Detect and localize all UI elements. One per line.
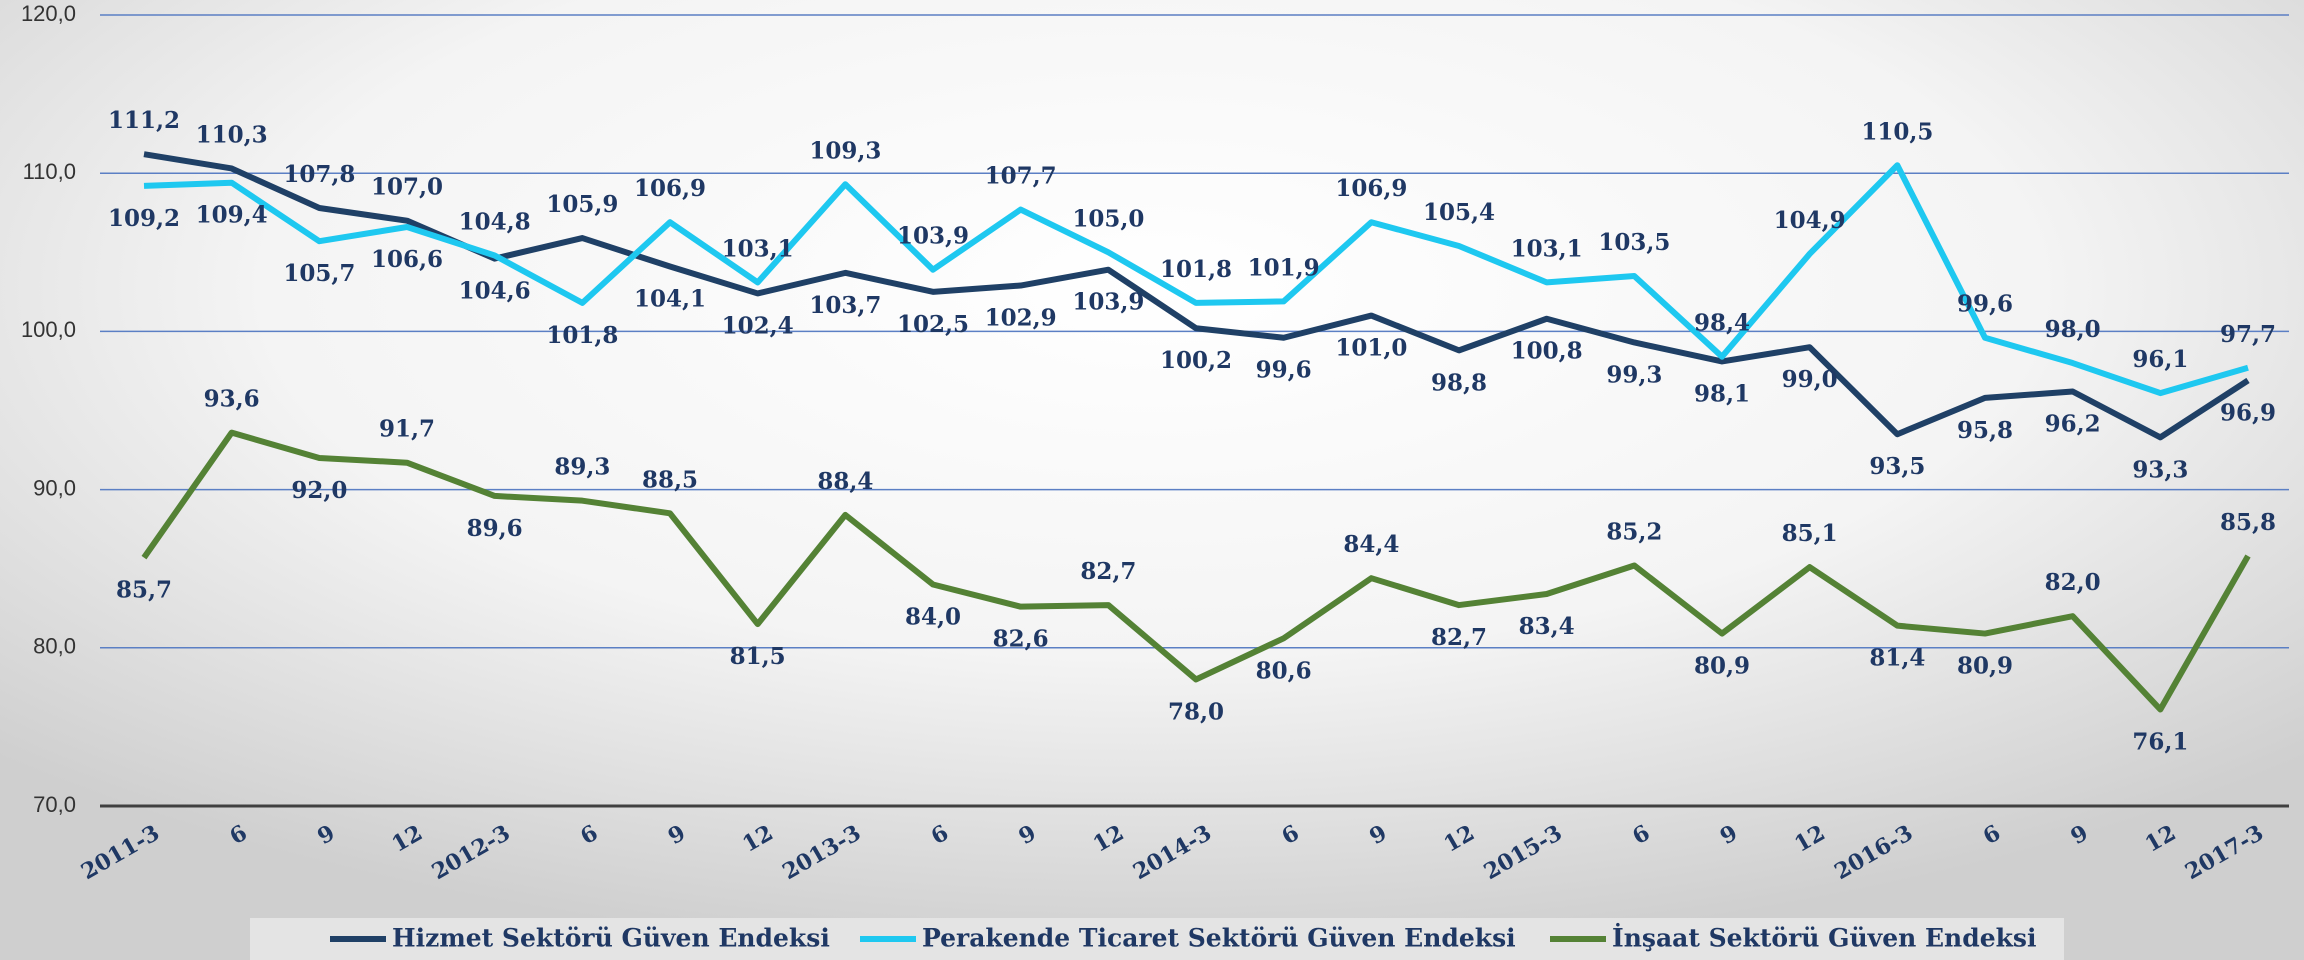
data-label: 103,9 bbox=[897, 223, 969, 250]
data-label: 104,8 bbox=[459, 208, 531, 235]
data-label: 111,2 bbox=[108, 107, 180, 134]
data-label: 104,1 bbox=[634, 286, 706, 313]
y-tick-label: 120,0 bbox=[21, 1, 76, 26]
legend-label: Hizmet Sektörü Güven Endeksi bbox=[392, 924, 830, 953]
y-tick-label: 70,0 bbox=[33, 792, 76, 817]
data-label: 84,0 bbox=[905, 604, 961, 631]
data-label: 98,8 bbox=[1431, 369, 1487, 396]
data-label: 85,2 bbox=[1606, 519, 1662, 546]
data-label: 85,8 bbox=[2220, 509, 2276, 536]
data-label: 96,2 bbox=[2045, 411, 2101, 438]
data-label: 110,3 bbox=[196, 121, 268, 148]
data-label: 105,7 bbox=[283, 260, 355, 287]
data-label: 101,9 bbox=[1248, 254, 1320, 281]
data-label: 85,7 bbox=[116, 577, 172, 604]
y-tick-label: 110,0 bbox=[23, 159, 76, 184]
data-label: 93,3 bbox=[2132, 456, 2188, 483]
data-label: 98,0 bbox=[2045, 316, 2101, 343]
data-label: 78,0 bbox=[1168, 698, 1224, 725]
data-label: 106,9 bbox=[1335, 175, 1407, 202]
data-label: 106,9 bbox=[634, 175, 706, 202]
data-label: 82,6 bbox=[993, 626, 1049, 653]
data-label: 80,9 bbox=[1694, 653, 1750, 680]
data-label: 89,6 bbox=[467, 515, 523, 542]
data-label: 105,9 bbox=[546, 191, 618, 218]
data-label: 110,5 bbox=[1861, 118, 1933, 145]
data-label: 103,1 bbox=[722, 235, 794, 262]
data-label: 81,5 bbox=[730, 643, 786, 670]
data-label: 82,0 bbox=[2045, 569, 2101, 596]
data-label: 99,3 bbox=[1606, 361, 1662, 388]
data-label: 104,6 bbox=[459, 278, 531, 305]
data-label: 100,8 bbox=[1511, 338, 1583, 365]
data-label: 91,7 bbox=[379, 416, 435, 443]
data-label: 99,6 bbox=[1957, 291, 2013, 318]
data-label: 107,7 bbox=[985, 163, 1057, 190]
y-tick-label: 90,0 bbox=[33, 475, 76, 500]
data-label: 100,2 bbox=[1160, 347, 1232, 374]
data-label: 107,0 bbox=[371, 174, 443, 201]
data-label: 106,6 bbox=[371, 246, 443, 273]
data-label: 85,1 bbox=[1782, 520, 1838, 547]
data-label: 103,9 bbox=[1072, 289, 1144, 316]
data-label: 95,8 bbox=[1957, 417, 2013, 444]
data-label: 93,5 bbox=[1869, 453, 1925, 480]
data-label: 80,6 bbox=[1256, 657, 1312, 684]
data-label: 109,3 bbox=[809, 137, 881, 164]
data-label: 107,8 bbox=[283, 161, 355, 188]
data-label: 81,4 bbox=[1869, 645, 1925, 672]
legend-label: İnşaat Sektörü Güven Endeksi bbox=[1612, 924, 2037, 953]
data-label: 101,0 bbox=[1335, 335, 1407, 362]
series-line bbox=[143, 162, 2249, 397]
data-label: 98,1 bbox=[1694, 380, 1750, 407]
data-label: 103,7 bbox=[809, 292, 881, 319]
data-label: 103,5 bbox=[1598, 229, 1670, 256]
data-label: 82,7 bbox=[1431, 624, 1487, 651]
data-label: 84,4 bbox=[1343, 531, 1399, 558]
data-label: 88,4 bbox=[817, 468, 873, 495]
data-label: 82,7 bbox=[1080, 558, 1136, 585]
data-label: 97,7 bbox=[2220, 321, 2276, 348]
data-label: 105,0 bbox=[1072, 205, 1144, 232]
data-label: 101,8 bbox=[546, 322, 618, 349]
y-tick-label: 100,0 bbox=[21, 317, 76, 342]
data-label: 102,5 bbox=[897, 311, 969, 338]
data-label: 102,4 bbox=[722, 312, 794, 339]
series-line bbox=[141, 429, 2251, 713]
data-label: 109,2 bbox=[108, 205, 180, 232]
data-label: 105,4 bbox=[1423, 199, 1495, 226]
data-label: 103,1 bbox=[1511, 235, 1583, 262]
data-label: 102,9 bbox=[985, 305, 1057, 332]
data-label: 104,9 bbox=[1774, 207, 1846, 234]
data-label: 98,4 bbox=[1694, 310, 1750, 337]
data-label: 88,5 bbox=[642, 466, 698, 493]
data-label: 83,4 bbox=[1519, 613, 1575, 640]
data-label: 93,6 bbox=[204, 386, 260, 413]
data-label: 76,1 bbox=[2132, 728, 2188, 755]
data-label: 99,0 bbox=[1782, 366, 1838, 393]
data-label: 96,1 bbox=[2132, 346, 2188, 373]
data-label: 99,6 bbox=[1256, 357, 1312, 384]
y-tick-label: 80,0 bbox=[33, 634, 76, 659]
data-label: 109,4 bbox=[196, 202, 268, 229]
data-label: 89,3 bbox=[554, 454, 610, 481]
legend-box bbox=[250, 918, 2064, 960]
data-label: 96,9 bbox=[2220, 399, 2276, 426]
legend-label: Perakende Ticaret Sektörü Güven Endeksi bbox=[922, 924, 1516, 953]
data-label: 92,0 bbox=[291, 477, 347, 504]
data-label: 101,8 bbox=[1160, 256, 1232, 283]
data-label: 80,9 bbox=[1957, 653, 2013, 680]
